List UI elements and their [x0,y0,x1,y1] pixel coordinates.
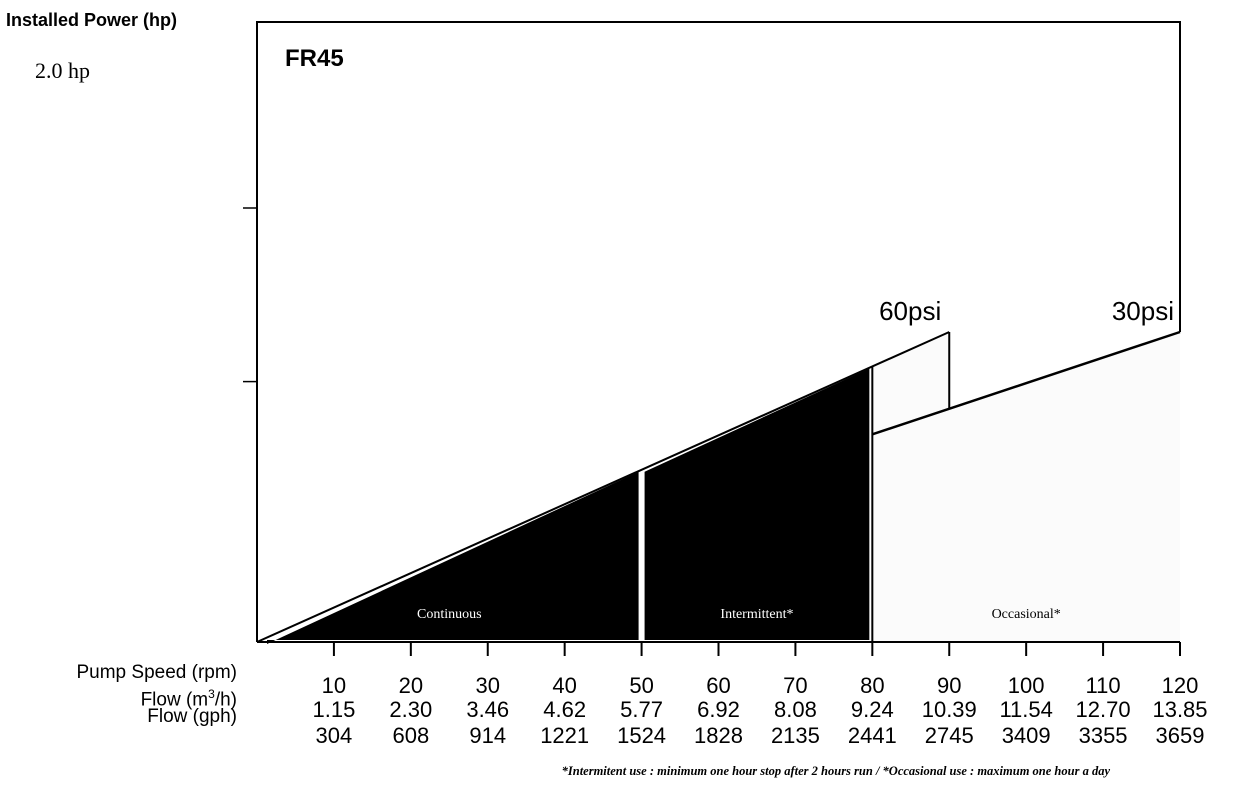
x-tick-label-row1: 13.85 [1152,697,1207,722]
row-label-flow-m3h: Flow (m3/h) [141,683,237,711]
x-tick-label-row0: 100 [1008,673,1045,698]
x-tick-label-row0: 60 [706,673,730,698]
x-tick-label-row0: 40 [552,673,576,698]
x-tick-label-row2: 2745 [925,723,974,748]
zone-label-occasional: Occasional* [992,607,1061,622]
series-label-60psi: 60psi [879,296,941,326]
x-tick-label-row2: 914 [469,723,506,748]
x-tick-label-row0: 20 [399,673,423,698]
series-label-30psi: 30psi [1112,296,1174,326]
row-label-speed: Pump Speed (rpm) [76,662,237,683]
zone-occasional-fill [872,332,1180,642]
zone-continuous-fill [267,471,639,644]
x-tick-label-row2: 1828 [694,723,743,748]
x-tick-label-row1: 8.08 [774,697,817,722]
x-tick-label-row2: 2441 [848,723,897,748]
y-max-value: 2.0 hp [35,58,90,83]
x-tick-label-row0: 30 [476,673,500,698]
x-tick-label-row0: 120 [1162,673,1199,698]
y-axis-label: Installed Power (hp) [6,10,178,30]
x-tick-label-row2: 304 [316,723,353,748]
x-tick-label-row1: 10.39 [922,697,977,722]
series-line-60psi [256,331,950,643]
zone-label-continuous: Continuous [417,607,482,622]
x-tick-label-row1: 4.62 [543,697,586,722]
x-tick-label-row1: 9.24 [851,697,894,722]
x-tick-label-row2: 3355 [1079,723,1128,748]
flow-m3h-sup: 3 [208,687,215,701]
series-line-30psi [871,330,1181,436]
x-tick-label-row2: 2135 [771,723,820,748]
x-tick-label-row2: 3409 [1002,723,1051,748]
x-tick-label-row2: 608 [392,723,429,748]
row-label-flow-gph: Flow (gph) [147,706,237,727]
x-tick-label-row1: 5.77 [620,697,663,722]
x-tick-label-row1: 1.15 [313,697,356,722]
x-tick-label-row0: 80 [860,673,884,698]
x-tick-label-row0: 10 [322,673,346,698]
flow-m3h-tail: /h) [214,689,237,711]
x-tick-label-row2: 1221 [540,723,589,748]
x-tick-label-row1: 2.30 [389,697,432,722]
plot-frame [256,21,1181,642]
x-tick-label-row2: 1524 [617,723,666,748]
flow-m3h-base: Flow (m [140,689,209,711]
x-tick-label-row1: 3.46 [466,697,509,722]
x-tick-label-row0: 110 [1086,673,1121,698]
x-tick-label-row1: 11.54 [999,697,1052,722]
x-tick-label-row2: 3659 [1156,723,1205,748]
x-tick-label-row1: 12.70 [1076,697,1131,722]
x-tick-label-row0: 70 [783,673,807,698]
x-tick-label-row0: 50 [629,673,653,698]
footnote: *Intermitent use : minimum one hour stop… [561,764,1110,778]
x-tick-label-row1: 6.92 [697,697,740,722]
zone-intermittent-fill [644,368,870,640]
x-tick-label-row0: 90 [937,673,961,698]
zone-label-intermittent: Intermittent* [720,607,793,622]
chart-title: FR45 [285,45,344,72]
